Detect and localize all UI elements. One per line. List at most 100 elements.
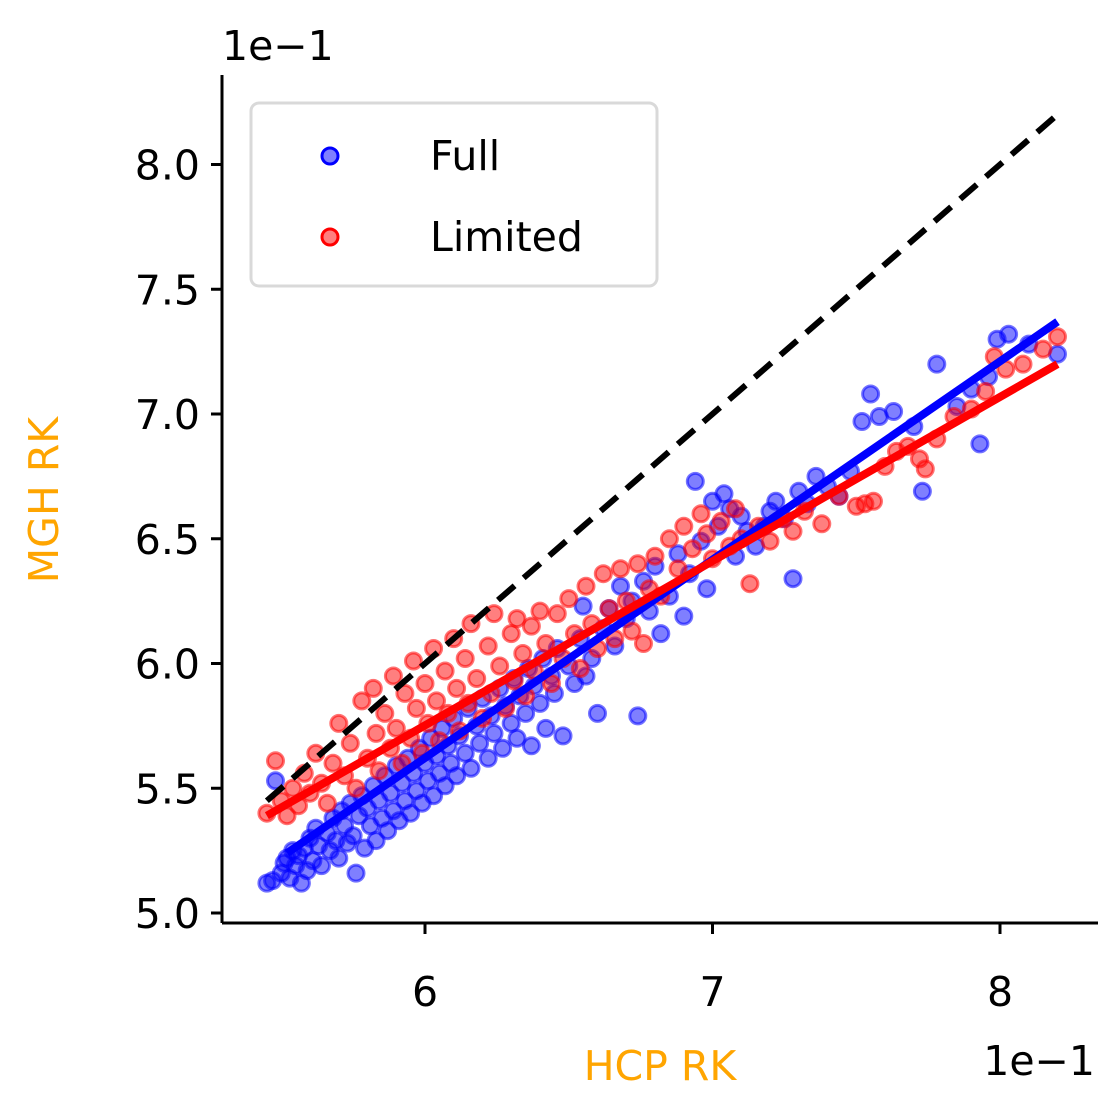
point-full xyxy=(685,471,705,491)
point-limited xyxy=(369,761,389,781)
point-limited xyxy=(628,554,648,574)
point-limited xyxy=(1048,327,1067,347)
point-limited xyxy=(375,703,395,723)
point-limited xyxy=(266,751,285,771)
point-limited xyxy=(559,589,579,609)
point-limited xyxy=(467,669,487,688)
point-full xyxy=(461,758,481,778)
y-ticks: 5.0 5.5 6.0 6.5 7.0 7.5 8.0 xyxy=(135,142,222,938)
point-limited xyxy=(366,723,386,743)
point-limited xyxy=(976,382,996,401)
point-full xyxy=(573,596,593,616)
point-limited xyxy=(530,601,550,621)
point-limited xyxy=(406,698,426,718)
point-full xyxy=(884,402,904,421)
point-limited xyxy=(697,524,717,544)
point-full xyxy=(329,848,349,868)
point-full xyxy=(424,786,444,806)
point-limited xyxy=(521,616,541,636)
y-offset-label: 1e−1 xyxy=(222,22,334,70)
point-full xyxy=(588,703,607,723)
point-limited xyxy=(478,636,498,656)
point-limited xyxy=(323,753,343,773)
x-tick-label: 6 xyxy=(412,968,438,1016)
legend-marker-limited xyxy=(320,227,340,247)
x-axis-title: HCP RK xyxy=(584,1042,738,1090)
point-limited xyxy=(611,559,630,579)
point-full xyxy=(783,569,803,589)
point-full xyxy=(521,736,541,756)
legend-marker-full xyxy=(320,146,340,166)
point-limited xyxy=(363,678,383,698)
x-tick-label: 7 xyxy=(699,968,725,1016)
point-limited xyxy=(570,659,590,678)
point-full xyxy=(484,723,504,743)
point-full xyxy=(516,703,536,723)
legend-label-full: Full xyxy=(430,132,500,180)
point-full xyxy=(447,766,467,786)
point-full xyxy=(970,434,990,454)
point-limited xyxy=(352,691,372,711)
points-full-series xyxy=(257,324,1067,893)
point-limited xyxy=(547,604,567,624)
point-limited xyxy=(490,656,510,676)
point-limited xyxy=(427,691,446,711)
x-offset-label: 1e−1 xyxy=(983,1037,1095,1085)
point-full xyxy=(927,354,947,374)
point-limited xyxy=(435,661,455,681)
y-axis-title: MGH RK xyxy=(20,416,68,583)
y-tick-label: 7.5 xyxy=(135,266,200,314)
legend-label-limited: Limited xyxy=(430,213,583,261)
point-limited xyxy=(674,516,694,536)
point-limited xyxy=(915,459,935,479)
y-tick-label: 6.0 xyxy=(135,641,200,689)
point-full xyxy=(401,803,421,823)
point-full xyxy=(861,384,881,404)
point-full xyxy=(674,606,694,626)
point-limited xyxy=(691,504,711,524)
point-limited xyxy=(1013,354,1033,374)
point-limited xyxy=(507,609,527,629)
point-limited xyxy=(513,644,533,663)
y-tick-label: 6.5 xyxy=(135,516,200,564)
point-full xyxy=(628,706,648,726)
y-tick-label: 7.0 xyxy=(135,391,200,439)
point-limited xyxy=(329,713,349,733)
point-limited xyxy=(812,514,832,534)
point-limited xyxy=(536,634,556,653)
y-tick-label: 8.0 xyxy=(135,142,200,190)
point-full xyxy=(346,863,366,883)
point-limited xyxy=(682,539,702,559)
point-full xyxy=(378,821,398,841)
point-full xyxy=(266,771,285,791)
plot-area xyxy=(257,112,1067,893)
point-full xyxy=(312,856,331,876)
x-tick-label: 8 xyxy=(987,968,1013,1016)
point-limited xyxy=(346,778,366,798)
point-limited xyxy=(783,521,803,541)
fit-line-limited xyxy=(264,360,1060,820)
point-limited xyxy=(317,793,337,813)
point-full xyxy=(470,733,490,753)
fit-lines xyxy=(264,318,1060,857)
y-tick-label: 5.0 xyxy=(135,890,200,938)
point-limited xyxy=(726,499,745,519)
legend: Full Limited xyxy=(249,101,659,288)
point-full xyxy=(530,693,550,713)
point-full xyxy=(852,412,872,431)
point-full xyxy=(536,718,556,738)
point-limited xyxy=(645,546,665,566)
point-limited xyxy=(455,649,475,668)
point-limited xyxy=(711,511,731,531)
legend-box xyxy=(249,101,659,288)
point-limited xyxy=(340,733,360,753)
point-limited xyxy=(415,674,435,693)
x-ticks: 6 7 8 xyxy=(412,923,1013,1016)
point-limited xyxy=(404,651,423,671)
point-full xyxy=(507,728,527,748)
point-limited xyxy=(1033,339,1053,359)
y-tick-label: 5.5 xyxy=(135,765,200,813)
point-limited xyxy=(395,683,415,703)
point-full xyxy=(553,726,573,746)
point-full xyxy=(493,738,513,758)
